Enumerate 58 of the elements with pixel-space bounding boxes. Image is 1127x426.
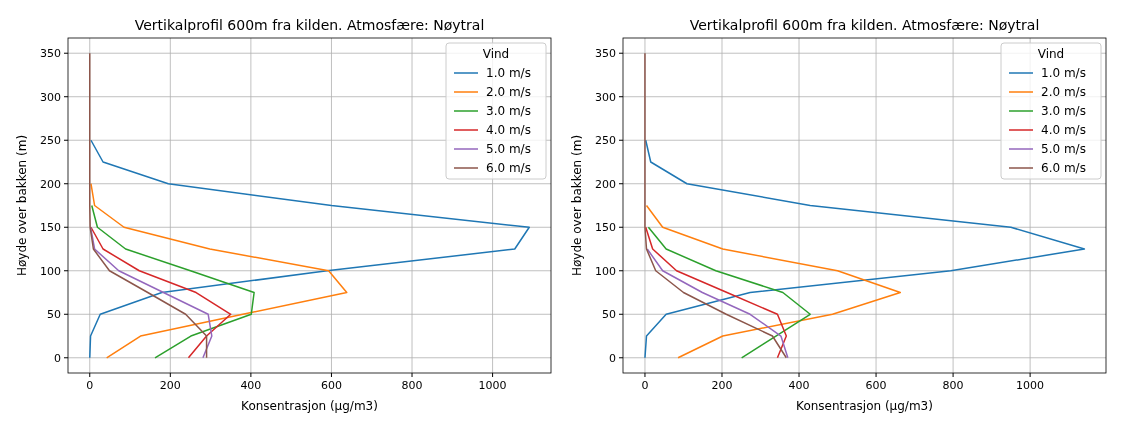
y-tick-label: 300 [40, 90, 61, 104]
legend-label: 4.0 m/s [1041, 123, 1086, 137]
legend-label: 1.0 m/s [486, 66, 531, 80]
y-tick-label: 350 [595, 47, 616, 61]
legend-label: 6.0 m/s [486, 161, 531, 175]
legend-label: 3.0 m/s [1041, 104, 1086, 118]
y-tick-label: 150 [40, 221, 61, 235]
x-tick-label: 800 [401, 379, 423, 392]
y-tick-label: 250 [595, 134, 616, 148]
line-series [89, 52, 208, 359]
legend-label: 6.0 m/s [1041, 161, 1086, 175]
legend-label: 5.0 m/s [486, 142, 531, 156]
x-tick-label: 600 [865, 379, 887, 392]
y-tick-label: 200 [595, 177, 616, 191]
line-series [645, 204, 902, 359]
line-series [644, 139, 1086, 359]
legend-label: 2.0 m/s [486, 85, 531, 99]
y-tick-label: 0 [609, 351, 616, 365]
y-tick-label: 50 [602, 308, 616, 322]
legend-label: 4.0 m/s [486, 123, 531, 137]
chart-title: Vertikalprofil 600m fra kilden. Atmosfære: Nøytral [134, 17, 485, 33]
legend-label: 5.0 m/s [1041, 142, 1086, 156]
legend-label: 3.0 m/s [486, 104, 531, 118]
y-tick-label: 0 [54, 351, 61, 365]
y-tick-label: 150 [595, 221, 616, 235]
x-tick-label: 1000 [478, 379, 507, 392]
x-tick-label: 1000 [1016, 379, 1045, 392]
chart-title: Vertikalprofil 600m fra kilden. Atmosfære: Nøytral [689, 17, 1040, 33]
legend-label: 1.0 m/s [1041, 66, 1086, 80]
x-tick-label: 400 [788, 379, 810, 392]
y-axis-title: Høyde over bakken (m) [570, 134, 584, 277]
line-series [91, 204, 255, 359]
y-tick-label: 50 [47, 308, 61, 322]
y-tick-label: 250 [40, 134, 61, 148]
x-tick-label: 200 [159, 379, 181, 392]
x-tick-label: 600 [320, 379, 342, 392]
line-series [647, 226, 811, 359]
line-series [644, 226, 788, 359]
y-tick-label: 100 [40, 264, 61, 278]
x-tick-label: 400 [240, 379, 262, 392]
y-tick-label: 200 [40, 177, 61, 191]
legend-label: 2.0 m/s [1041, 85, 1086, 99]
y-tick-label: 300 [595, 90, 616, 104]
x-tick-label: 200 [711, 379, 733, 392]
line-series [89, 139, 530, 359]
legend-title: Vind [1037, 47, 1065, 61]
line-series [90, 183, 348, 359]
x-axis-title: Konsentrasjon (µg/m3) [241, 399, 378, 413]
y-tick-label: 100 [595, 264, 616, 278]
y-tick-label: 350 [40, 47, 61, 61]
y-axis-title: Høyde over bakken (m) [15, 134, 29, 277]
x-axis-title: Konsentrasjon (µg/m3) [796, 399, 933, 413]
legend-title: Vind [482, 47, 510, 61]
x-tick-label: 0 [641, 379, 649, 392]
x-tick-label: 0 [86, 379, 94, 392]
line-series [644, 52, 788, 359]
x-tick-label: 800 [942, 379, 964, 392]
line-series [646, 248, 789, 359]
